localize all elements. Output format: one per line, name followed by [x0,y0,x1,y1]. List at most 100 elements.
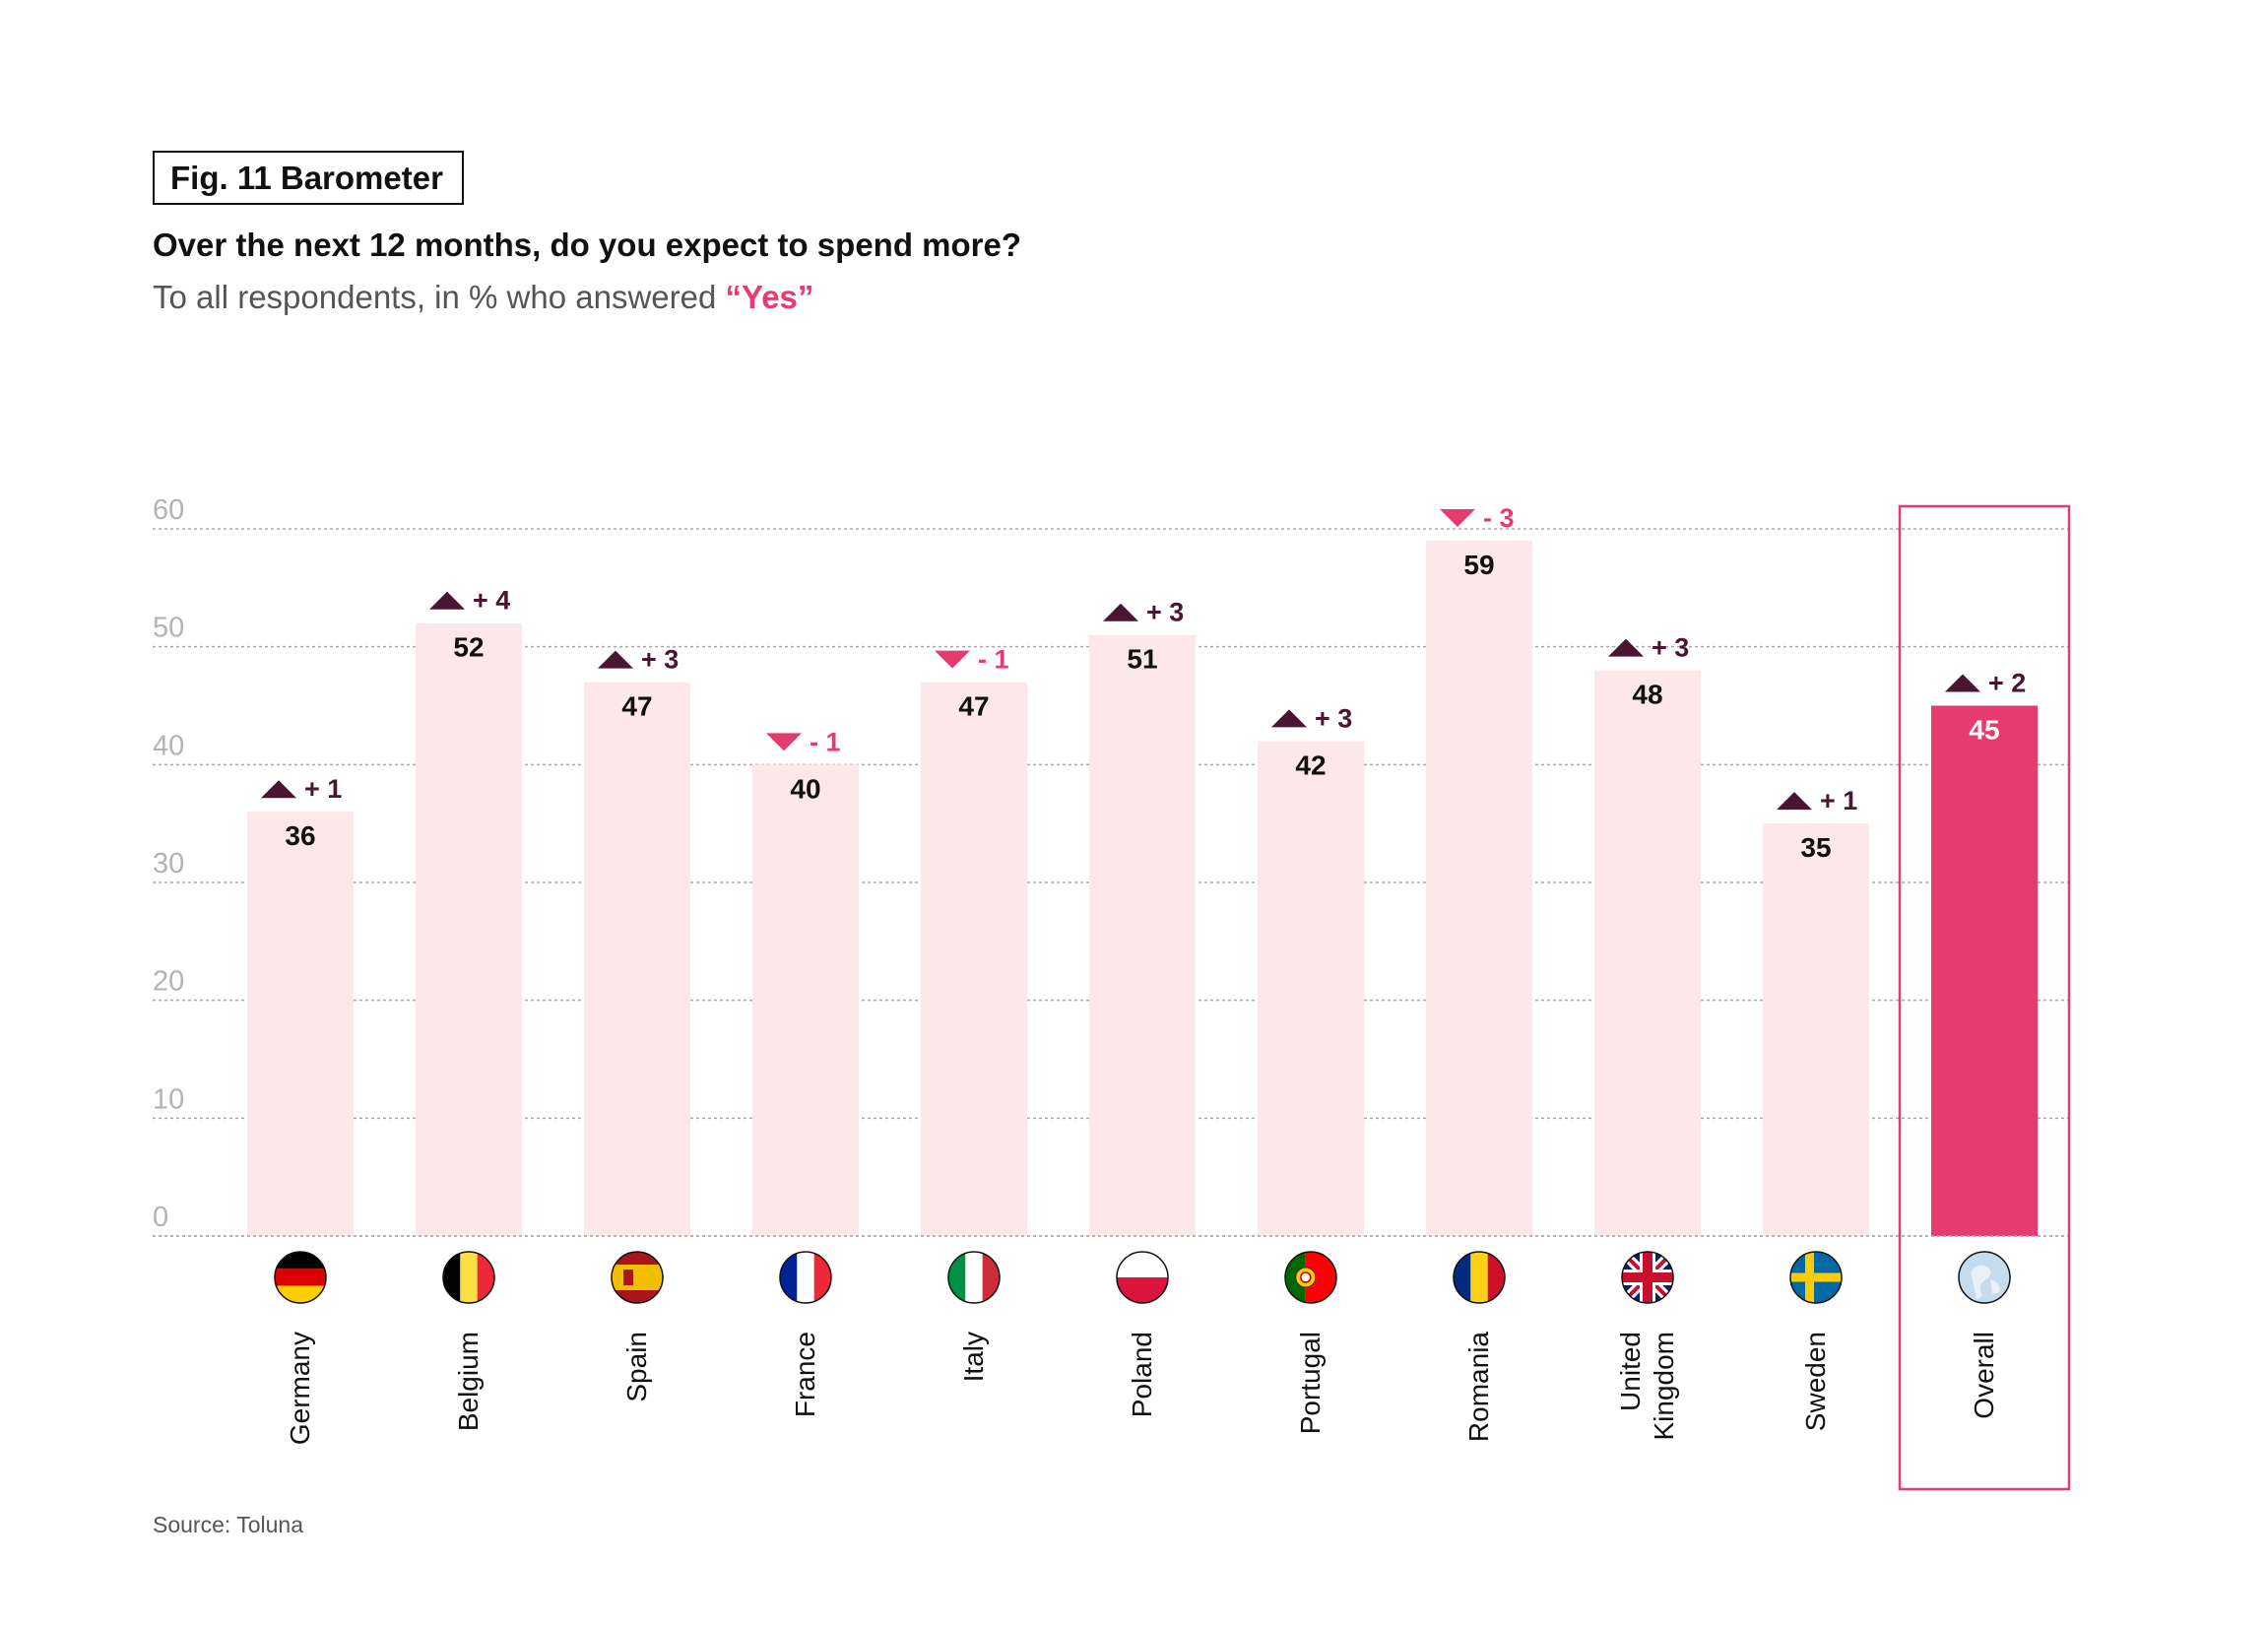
germany-flag-icon [275,1252,326,1303]
italy-flag-icon [948,1252,1000,1303]
category-label: Sweden [1800,1332,1831,1431]
flag-outline [442,1251,495,1304]
sweden-flag-icon [1790,1252,1842,1303]
flag-part [1117,1277,1168,1303]
chart-title: Over the next 12 months, do you expect t… [153,227,1022,263]
flag-part [443,1252,461,1303]
flag-part [1470,1252,1488,1303]
flag-outline [1116,1251,1169,1304]
portugal-flag-icon [1285,1252,1336,1303]
flag-part [1622,1272,1673,1282]
category-label: Belgium [453,1332,484,1431]
flag-part [982,1252,1000,1303]
category-label: Portugal [1295,1332,1326,1434]
flag-outline [1621,1251,1674,1304]
change-up-arrow-icon [1608,638,1644,657]
flag-part [1790,1272,1842,1282]
value-label: 47 [621,691,652,722]
value-label: 51 [1127,644,1157,675]
flag-outline [1453,1251,1506,1304]
figure-label: Fig. 11 Barometer [153,151,464,205]
subtitle-highlight: “Yes” [725,279,814,315]
flag-part [1117,1252,1168,1277]
y-tick-label: 50 [153,613,184,644]
bar-spain [584,682,690,1236]
bar-germany [247,812,354,1236]
change-label: + 3 [1652,633,1689,663]
category-label: Spain [621,1332,652,1402]
flag-part [1487,1252,1505,1303]
value-label: 59 [1463,550,1494,580]
y-tick-label: 10 [153,1083,184,1115]
y-tick-label: 0 [153,1202,168,1233]
change-up-arrow-icon [1271,709,1307,728]
subtitle-prefix: To all respondents, in % who answered [153,279,726,315]
value-label: 45 [1969,715,1999,746]
overall-highlight-frame [1898,504,2071,1491]
france-flag-icon [780,1252,831,1303]
bar-overall [1931,705,2038,1236]
uk-flag-icon [1622,1252,1673,1303]
category-label: Germany [285,1332,315,1445]
change-up-arrow-icon [1103,603,1138,621]
change-label: + 4 [473,586,510,616]
change-label: + 3 [1315,703,1352,733]
change-label: + 1 [304,774,342,804]
flag-part [1990,1279,2000,1294]
value-label: 48 [1632,680,1662,710]
flag-part [623,1270,633,1285]
change-down-arrow-icon [766,733,802,751]
flag-part [275,1285,326,1303]
category-label: France [790,1332,820,1417]
change-label: - 3 [1483,503,1515,533]
flag-outline [779,1251,832,1304]
value-label: 36 [285,820,315,851]
change-label: - 1 [978,645,1009,675]
flag-outline [274,1251,327,1304]
flag-part [813,1252,831,1303]
flag-outline [1789,1251,1843,1304]
flag-part [612,1265,663,1290]
flag-part [780,1252,798,1303]
source-note: Source: Toluna [153,1512,304,1537]
y-tick-label: 40 [153,730,184,761]
bar-france [752,764,859,1236]
change-down-arrow-icon [1440,508,1475,527]
flag-part [1300,1271,1312,1283]
value-label: 42 [1295,749,1326,780]
bar-sweden [1763,823,1869,1236]
value-label: 40 [790,773,820,804]
y-tick-label: 60 [153,494,184,526]
change-up-arrow-icon [429,591,465,610]
belgium-flag-icon [443,1252,494,1303]
value-label: 52 [453,632,484,663]
category-label: Overall [1969,1332,1999,1419]
change-label: + 3 [641,645,679,675]
value-label: 35 [1800,832,1831,863]
change-up-arrow-icon [261,780,296,799]
bar-romania [1426,540,1532,1236]
spain-flag-icon [612,1252,663,1303]
flag-part [477,1252,494,1303]
flag-outline [947,1251,1001,1304]
flag-outline [1958,1251,2011,1304]
category-label: Italy [958,1332,989,1382]
change-up-arrow-icon [1945,674,1980,692]
category-label: Poland [1127,1332,1157,1417]
flag-part [797,1252,814,1303]
change-up-arrow-icon [1777,792,1812,811]
romania-flag-icon [1454,1252,1505,1303]
category-label: Kingdom [1649,1332,1679,1441]
category-label: Romania [1463,1332,1494,1442]
bar-italy [921,682,1027,1236]
europe-globe-icon [1959,1252,2010,1303]
value-label: 47 [958,691,989,722]
flag-part [1454,1252,1471,1303]
y-tick-label: 20 [153,966,184,998]
change-up-arrow-icon [598,650,633,669]
flag-part [965,1252,983,1303]
flag-outline [1284,1251,1337,1304]
change-label: + 2 [1988,669,2026,698]
flag-part [275,1269,326,1286]
